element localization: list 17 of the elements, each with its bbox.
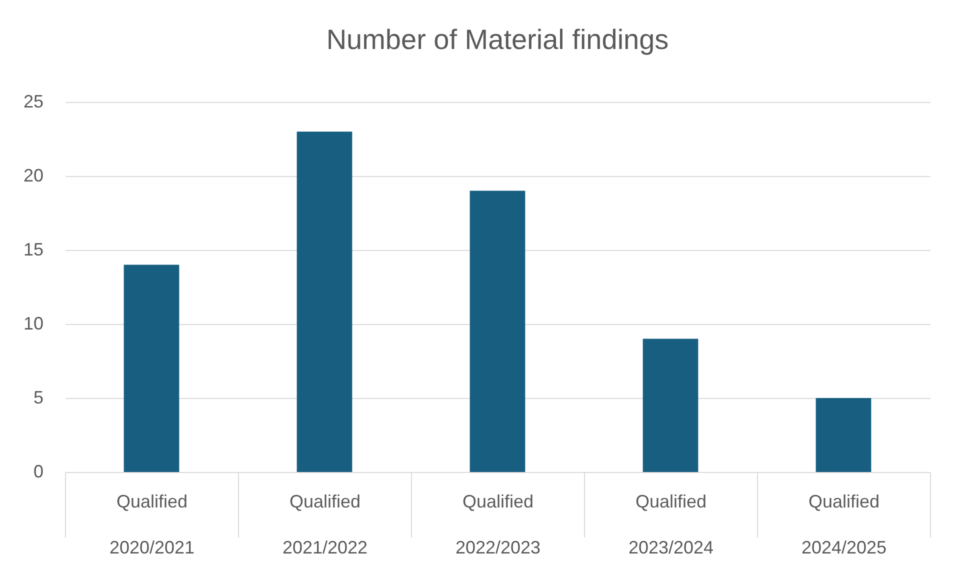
y-tick-label: 15 [23,240,44,260]
y-tick-label: 0 [33,462,44,482]
y-tick-label: 10 [23,314,44,334]
y-tick-label: 25 [23,92,44,112]
category-label: Qualified 2021/2022 [282,492,368,558]
y-tick-label: 5 [33,388,44,408]
bar [124,264,180,472]
bar [642,338,698,472]
bar [816,398,872,472]
y-tick-label: 20 [23,166,44,186]
chart-title: Number of Material findings [326,24,669,55]
category-label: Qualified 2020/2021 [109,492,195,558]
category-label: Qualified 2024/2025 [801,492,887,558]
category-label: Qualified 2023/2024 [628,492,714,558]
bar [470,190,526,472]
bar [296,132,352,472]
category-label: Qualified 2022/2023 [455,492,541,558]
